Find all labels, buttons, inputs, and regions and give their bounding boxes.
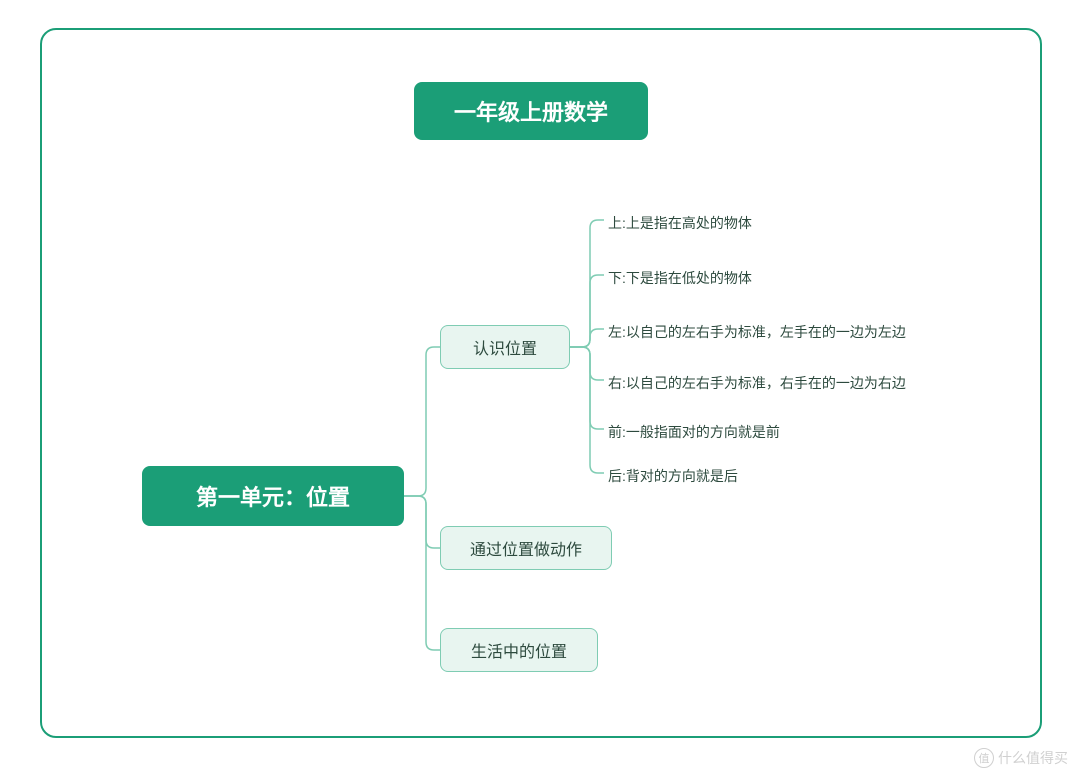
leaf-item: 右:以自己的左右手为标准，右手在的一边为右边	[608, 373, 906, 393]
branch-label: 认识位置	[473, 335, 537, 359]
watermark-icon: 值	[974, 748, 994, 768]
branch-node-2: 通过位置做动作	[440, 526, 612, 570]
watermark: 值 什么值得买	[974, 748, 1068, 768]
leaf-item: 上:上是指在高处的物体	[608, 213, 752, 233]
branch-label: 通过位置做动作	[470, 536, 582, 560]
branch-node-1: 认识位置	[440, 325, 570, 369]
watermark-text: 什么值得买	[998, 748, 1068, 768]
branch-label: 生活中的位置	[471, 638, 567, 662]
leaf-item: 下:下是指在低处的物体	[608, 268, 752, 288]
leaf-item: 左:以自己的左右手为标准，左手在的一边为左边	[608, 322, 906, 342]
leaf-item: 前:一般指面对的方向就是前	[608, 422, 780, 442]
branch-node-3: 生活中的位置	[440, 628, 598, 672]
leaf-item: 后:背对的方向就是后	[608, 466, 738, 486]
